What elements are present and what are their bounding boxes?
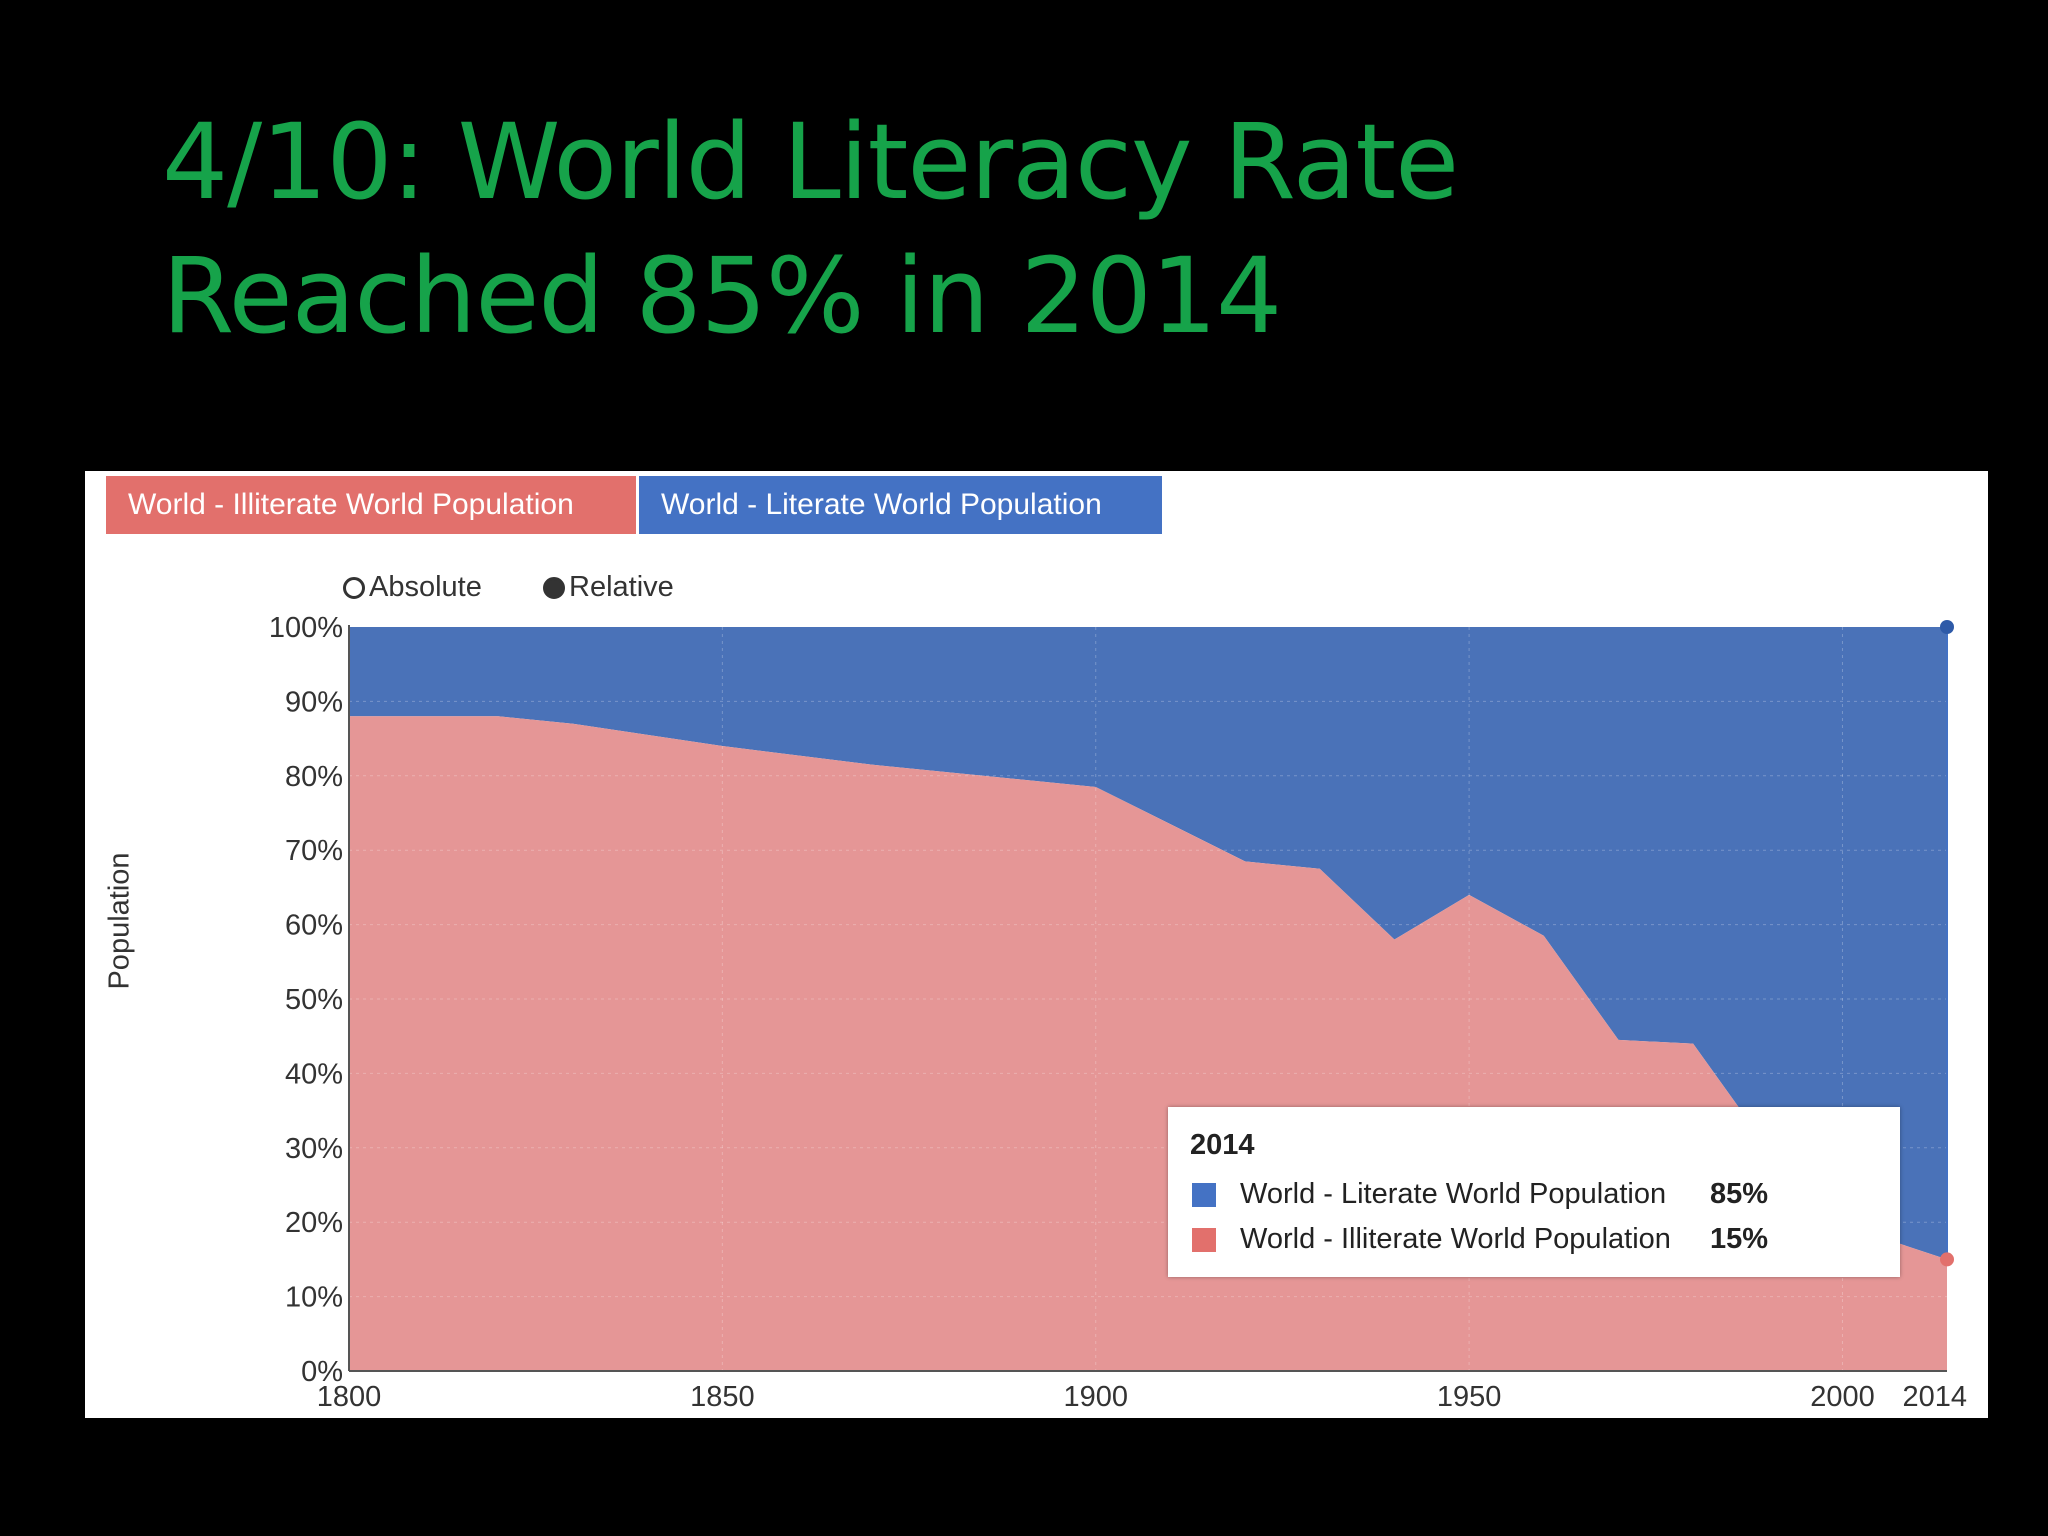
x-tick-label: 1900 xyxy=(1063,1381,1128,1413)
point-marker-illiterate xyxy=(1940,1252,1954,1267)
slide-title-line1: 4/10: World Literacy Rate xyxy=(162,101,1459,223)
x-tick-label: 1850 xyxy=(690,1381,755,1413)
legend-swatch-illiterate xyxy=(1192,1228,1216,1252)
slide-title-line2: Reached 85% in 2014 xyxy=(162,235,1282,357)
y-axis-label: Population xyxy=(103,852,136,990)
chart-panel: 0% 10% 20% 30% 40% 50% 60% 70% 80% 90% 100% 1800 185… xyxy=(85,471,1988,1418)
y-tick-label: 40% xyxy=(285,1058,343,1090)
y-tick-label: 10% xyxy=(285,1282,343,1314)
y-tick-label: 60% xyxy=(285,910,343,942)
legend-value: 85% xyxy=(1710,1178,1769,1210)
point-marker-literate xyxy=(1940,620,1954,634)
tab-illiterate-population[interactable]: World - Illiterate World Population xyxy=(106,476,636,534)
radio-absolute-label: Absolute xyxy=(369,571,482,603)
legend-name: World - Illiterate World Population xyxy=(1240,1223,1671,1255)
radio-unchecked-icon xyxy=(343,576,365,599)
y-tick-label: 70% xyxy=(285,835,343,867)
y-tick-label: 90% xyxy=(285,686,343,718)
legend-item-literate: World - Literate World Population 85% xyxy=(1190,1177,1870,1211)
legend-item-illiterate: World - Illiterate World Population 15% xyxy=(1190,1222,1870,1256)
y-tick-label: 80% xyxy=(285,761,343,793)
legend-year: 2014 xyxy=(1190,1129,1255,1161)
y-tick-label: 30% xyxy=(285,1133,343,1165)
legend-value: 15% xyxy=(1710,1223,1769,1255)
x-tick-label: 2014 xyxy=(1902,1381,1967,1413)
radio-relative[interactable]: Relative xyxy=(543,571,674,604)
legend-swatch-literate xyxy=(1192,1183,1216,1207)
x-tick-label: 1950 xyxy=(1437,1381,1502,1413)
tab-literate-population[interactable]: World - Literate World Population xyxy=(639,476,1162,534)
series-area-literate xyxy=(349,627,1947,1260)
chart-tooltip-legend: 2014 World - Literate World Population 8… xyxy=(1168,1107,1900,1277)
x-tick-label: 2000 xyxy=(1810,1381,1875,1413)
radio-relative-label: Relative xyxy=(569,571,674,603)
radio-checked-icon xyxy=(543,576,565,599)
y-tick-label: 20% xyxy=(285,1207,343,1239)
slide-title: 4/10: World Literacy Rate Reached 85% in… xyxy=(162,95,1459,363)
legend-name: World - Literate World Population xyxy=(1240,1178,1667,1210)
y-tick-label: 0% xyxy=(301,1356,343,1388)
x-tick-label: 1800 xyxy=(317,1381,382,1413)
y-tick-label: 100% xyxy=(269,612,343,644)
y-tick-label: 50% xyxy=(285,984,343,1016)
radio-absolute[interactable]: Absolute xyxy=(343,571,482,604)
